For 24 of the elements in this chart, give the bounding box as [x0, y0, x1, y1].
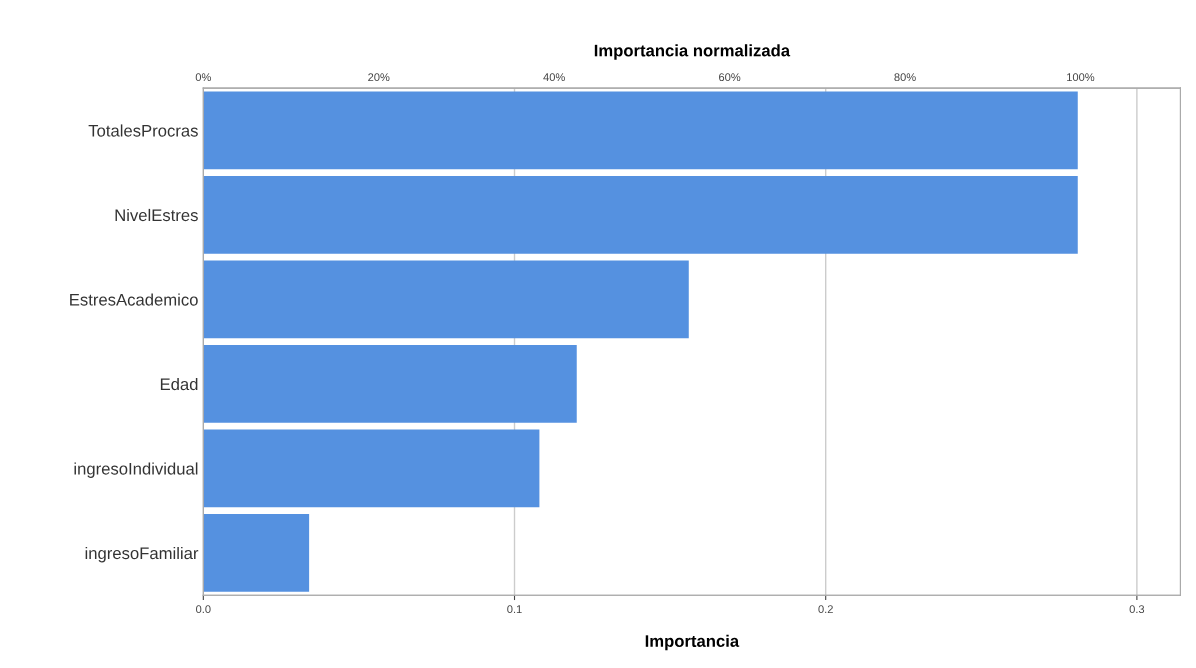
y-tick-label: EstresAcademico: [70, 293, 198, 306]
y-tick-label: NivelEstres: [115, 208, 198, 222]
x-tick-label: 0.2: [818, 605, 833, 614]
x2-tick-label: 40%: [543, 73, 565, 82]
y-tick-label: TotalesProcras: [88, 124, 198, 137]
bar: [203, 260, 689, 339]
x2-tick-label: 20%: [368, 73, 390, 82]
bar: [203, 176, 1078, 254]
bar: [203, 514, 310, 592]
bar: [203, 345, 577, 423]
x-axis-title: Importancia: [645, 634, 740, 651]
y-tick-label: Edad: [160, 377, 198, 391]
x2-tick-label: 100%: [1067, 73, 1095, 82]
bar: [203, 429, 540, 508]
x-tick-label: 0.3: [1129, 605, 1145, 614]
y-tick-label: ingresoIndividual: [74, 462, 198, 478]
x-tick-label: 0.0: [196, 605, 211, 614]
x2-axis-title: Importancia normalizada: [594, 44, 791, 60]
x2-tick-label: 0%: [195, 73, 211, 82]
x2-tick-label: 80%: [894, 73, 916, 82]
x-tick-label: 0.1: [507, 605, 522, 614]
x2-tick-label: 60%: [719, 73, 741, 82]
y-tick-label: ingresoFamiliar: [85, 546, 199, 563]
bar: [203, 91, 1078, 170]
